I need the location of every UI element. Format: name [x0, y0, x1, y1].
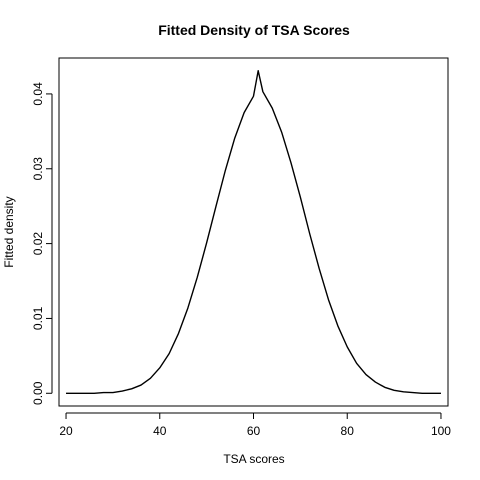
x-tick-label: 40: [153, 424, 167, 438]
y-axis: 0.00 0.01 0.02 0.03 0.04: [31, 82, 53, 405]
y-tick-label: 0.04: [31, 82, 45, 106]
density-curve: [66, 70, 441, 394]
x-axis-label: TSA scores: [223, 452, 284, 466]
x-tick-label: 80: [341, 424, 355, 438]
y-tick-label: 0.00: [31, 381, 45, 405]
y-tick-label: 0.01: [31, 306, 45, 330]
y-tick-label: 0.02: [31, 232, 45, 256]
chart-title: Fitted Density of TSA Scores: [158, 22, 350, 38]
x-tick-label: 100: [431, 424, 451, 438]
x-axis: 20 40 60 80 100: [59, 412, 451, 438]
x-tick-label: 20: [59, 424, 73, 438]
x-tick-label: 60: [247, 424, 261, 438]
y-axis-label: Fitted density: [2, 196, 16, 267]
y-tick-label: 0.03: [31, 157, 45, 181]
plot-frame: [58, 57, 449, 407]
